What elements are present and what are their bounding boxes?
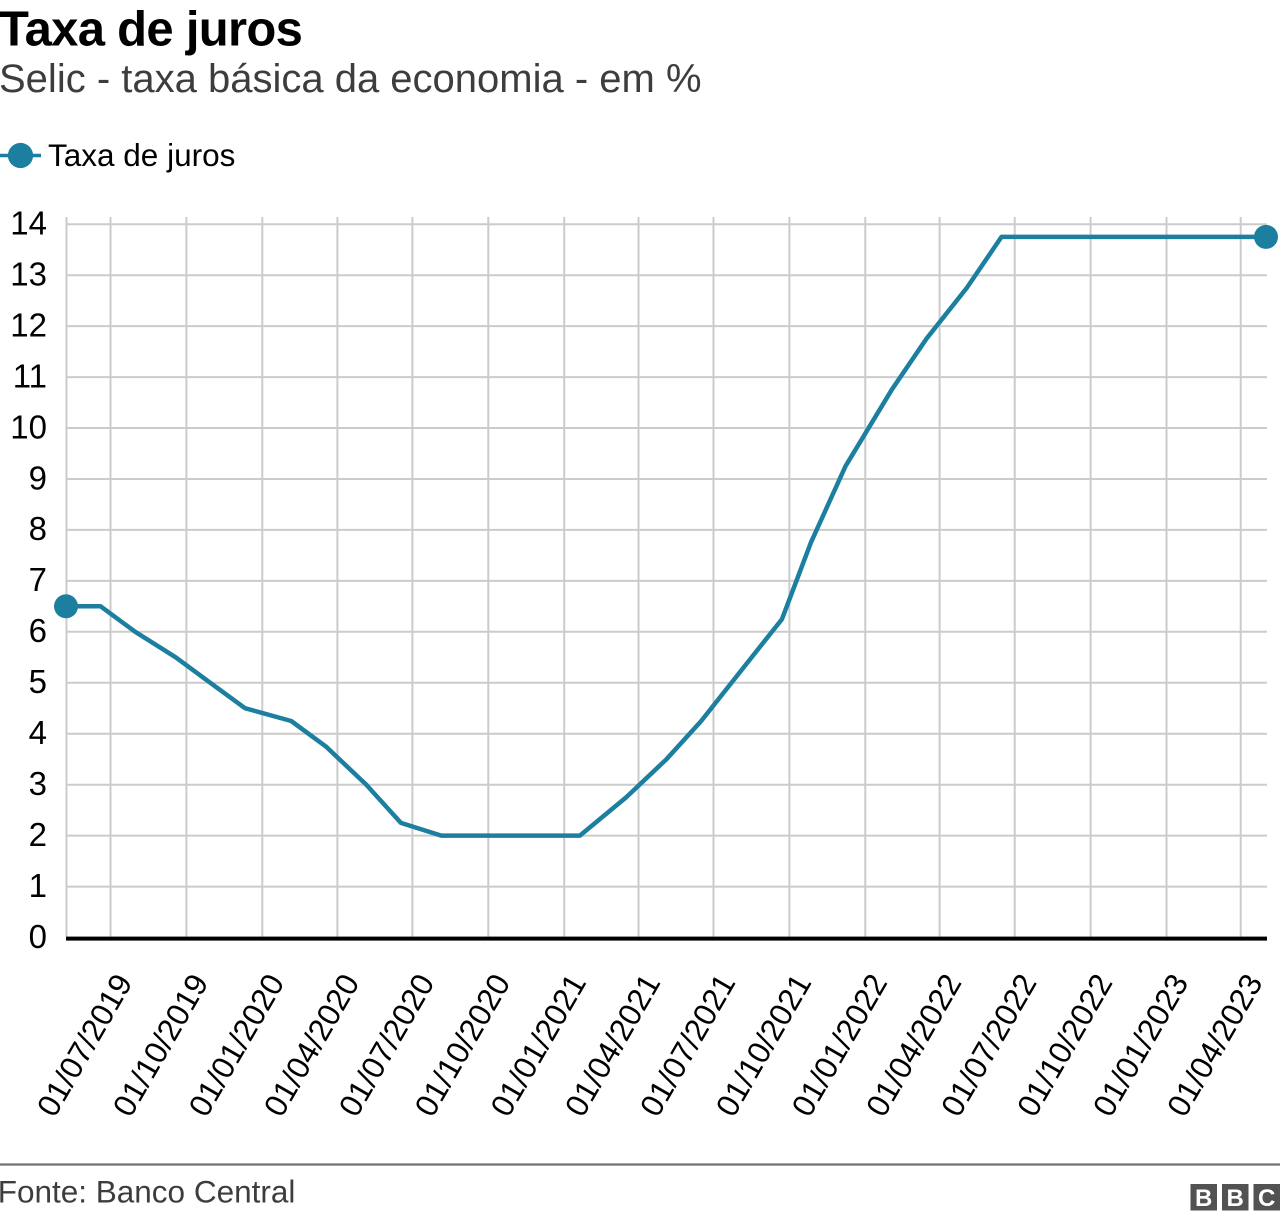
svg-text:3: 3 [29,765,47,802]
svg-text:Selic - taxa básica da economi: Selic - taxa básica da economia - em % [0,57,702,101]
svg-text:7: 7 [29,561,47,598]
svg-text:B: B [1227,1185,1244,1212]
svg-text:B: B [1195,1185,1212,1212]
svg-text:Taxa de juros: Taxa de juros [48,137,235,173]
svg-text:C: C [1258,1185,1275,1212]
svg-text:8: 8 [29,510,47,547]
svg-text:9: 9 [29,459,47,496]
svg-text:6: 6 [29,612,47,649]
svg-text:4: 4 [29,714,47,751]
svg-text:0: 0 [29,918,47,955]
svg-text:1: 1 [29,867,47,904]
svg-text:Taxa de juros: Taxa de juros [0,3,302,57]
svg-text:14: 14 [10,205,47,242]
svg-text:Fonte: Banco Central: Fonte: Banco Central [0,1174,295,1210]
svg-text:5: 5 [29,663,47,700]
svg-text:13: 13 [10,256,47,293]
svg-text:10: 10 [10,408,47,445]
svg-text:2: 2 [29,816,47,853]
svg-text:11: 11 [13,357,47,394]
svg-text:12: 12 [10,306,47,343]
